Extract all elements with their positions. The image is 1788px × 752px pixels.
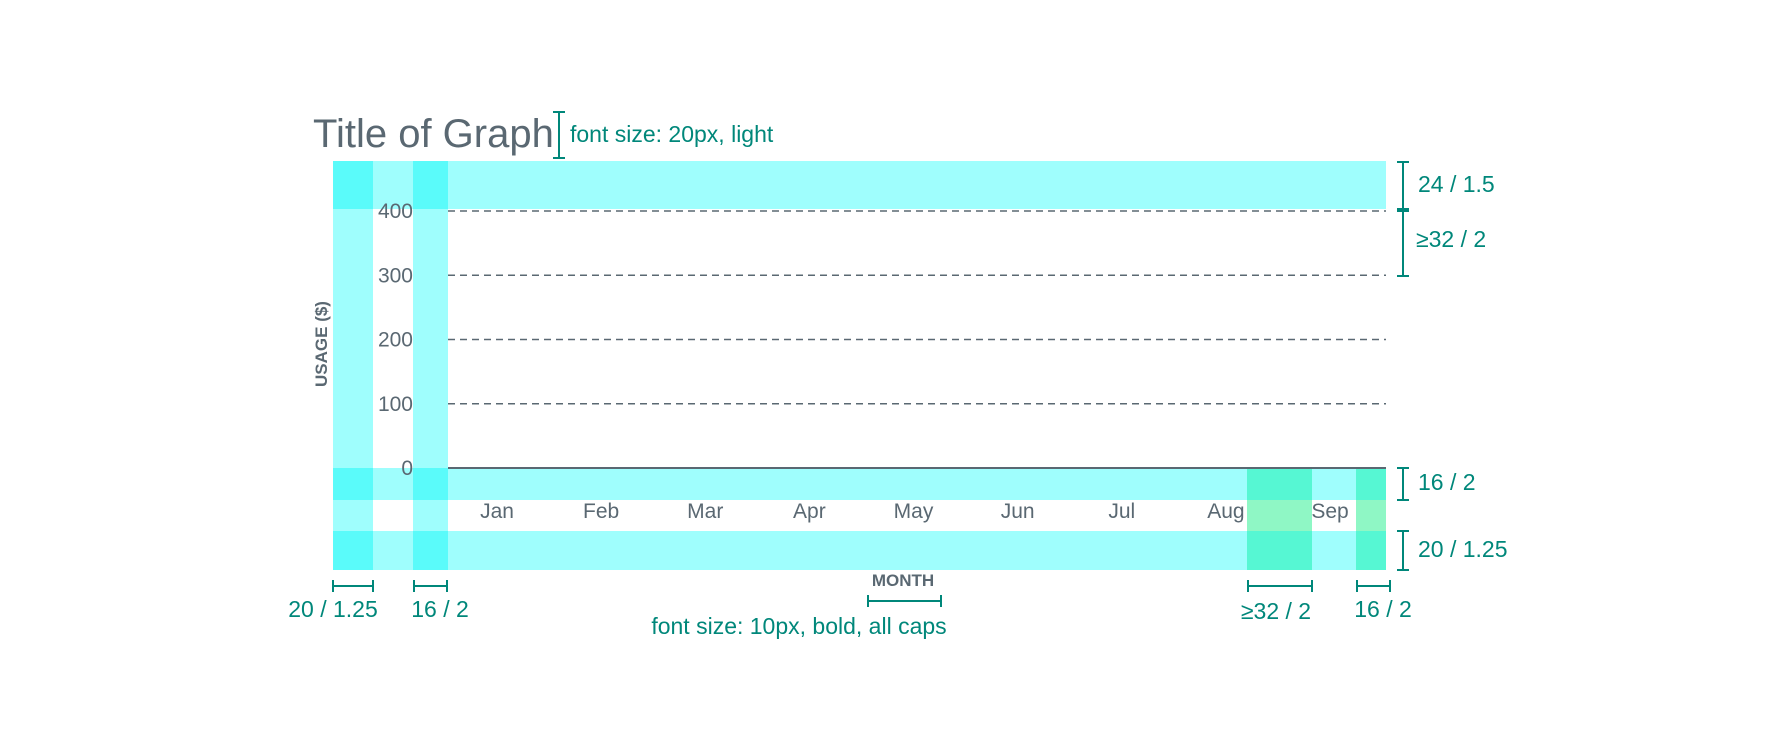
x-axis-label: MONTH [872,571,934,590]
x-tick-label: Jun [1001,500,1035,523]
band-overlap [413,531,448,570]
band-overlap [413,161,448,209]
y-axis-label: USAGE ($) [312,301,331,387]
y-tick-label: 400 [378,200,413,223]
bar-spacing-band-mid [1247,500,1312,531]
xaxis-gap-bracket [1397,467,1409,501]
top-padding-band [333,161,1386,209]
top-padding-bracket [1397,161,1409,210]
band-overlap [333,161,373,209]
right-padding-band-mid [1356,500,1386,531]
x-tick-label: Jul [1108,500,1135,523]
bottom-padding-label: 20 / 1.25 [1418,536,1508,562]
yaxis-gap-label: 16 / 2 [411,596,469,622]
y-tick-label: 0 [401,457,413,480]
xaxis-gap-band [333,468,1386,500]
bottom-padding-bracket [1397,530,1409,571]
title-bracket [553,111,565,159]
right-padding-label: 16 / 2 [1354,596,1412,622]
bar-spacing-label: ≥32 / 2 [1241,598,1311,624]
bottom-padding-band [333,531,1386,570]
y-tick-label: 300 [378,264,413,287]
title-spec-label: font size: 20px, light [570,121,774,147]
left-padding-bracket [332,580,374,592]
x-tick-label: Mar [687,500,723,523]
chart-title: Title of Graph [313,112,554,156]
left-padding-label: 20 / 1.25 [288,596,378,622]
x-tick-label: May [894,500,934,523]
spec-annotation-labels: font size: 20px, light 24 / 1.5 ≥32 / 2 … [288,121,1507,639]
x-tick-label: Apr [793,500,826,523]
y-tick-label: 200 [378,329,413,352]
left-padding-band [333,161,373,570]
right-padding-bracket [1356,580,1391,592]
band-overlap [413,468,448,500]
band-overlap [333,531,373,570]
x-tick-label: Aug [1207,500,1244,523]
gridlines [448,210,1386,469]
y-tick-label: 100 [378,393,413,416]
label-spec-label: font size: 10px, bold, all caps [651,613,946,639]
xaxis-gap-label: 16 / 2 [1418,469,1476,495]
yaxis-gap-bracket [413,580,448,592]
x-tick-label: Sep [1311,500,1348,523]
gridline-spacing-label: ≥32 / 2 [1416,226,1486,252]
spacing-highlight-bands [333,161,1386,570]
yaxis-gap-band [413,161,448,570]
top-padding-label: 24 / 1.5 [1418,171,1495,197]
band-overlap [333,468,373,500]
x-label-bracket [867,595,942,607]
x-tick-label: Feb [583,500,619,523]
x-axis-ticks: Jan Feb Mar Apr May Jun Jul Aug Sep [480,500,1349,523]
y-axis-ticks: 0 100 200 300 400 [378,200,413,480]
spec-annotations [332,111,1409,607]
gridline-spacing-bracket [1397,210,1409,277]
x-tick-label: Jan [480,500,514,523]
bar-spacing-bracket [1247,580,1313,592]
